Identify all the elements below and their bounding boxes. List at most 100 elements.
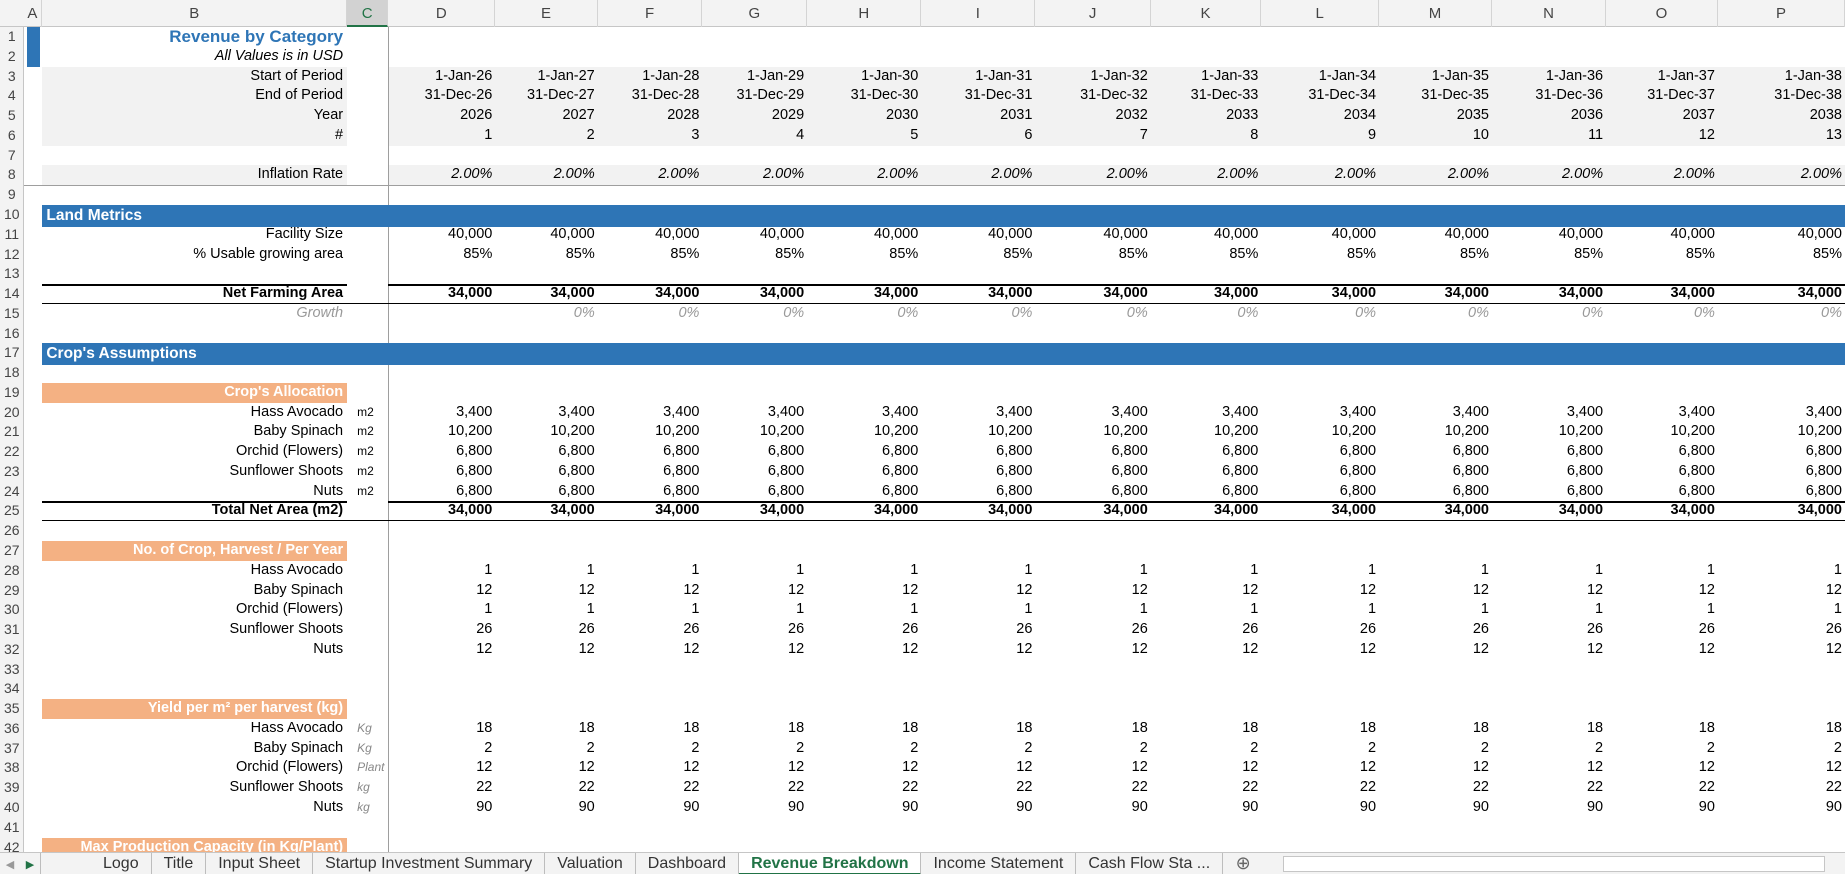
cell-value: 1	[1250, 601, 1259, 618]
cell-value: 12	[683, 581, 700, 598]
border-top	[42, 501, 348, 503]
unit: m2	[357, 424, 374, 439]
cell-value: 90	[1698, 799, 1715, 815]
cell-value: 1	[1250, 561, 1259, 578]
prev-arrow[interactable]: ◀	[5, 858, 15, 871]
cell-value: 6,800	[1805, 482, 1842, 499]
row-header: 4	[7, 87, 16, 104]
cell-value: 2.00%	[1562, 166, 1604, 183]
cell-value: 1-Jan-29	[746, 67, 805, 84]
cell-value: 3,400	[767, 403, 805, 420]
cell-value: 26	[1016, 621, 1033, 638]
cell-value: 1	[1833, 561, 1842, 578]
cell-value: 18	[1698, 719, 1715, 736]
cell-value: 1	[910, 561, 919, 578]
column-header: K	[1151, 0, 1262, 28]
cell-value: 6,800	[1678, 482, 1715, 499]
cell-value: 3,400	[456, 403, 493, 420]
cell-value: 40,000	[1444, 225, 1489, 242]
cell-value: 1	[1480, 601, 1489, 618]
cell-value: 90	[1825, 799, 1842, 815]
sheet-tab[interactable]: Input Sheet	[206, 853, 314, 874]
cell-value: 31-Dec-34	[1308, 87, 1377, 104]
worksheet: A B C D E F G H I J K L M N O P 1 2 3 4 5 6 7 8 9 10 11 12 13 14 15 16 1…	[0, 0, 1845, 852]
cell-value: 1	[691, 601, 700, 618]
cell-value: 90	[1472, 799, 1489, 815]
cell-value: 1	[1024, 561, 1033, 578]
sheet-tab[interactable]: Title	[152, 853, 207, 874]
row-header: 15	[3, 304, 20, 321]
row-header: 26	[3, 522, 20, 539]
row-label: Sunflower Shoots	[229, 462, 344, 479]
cell-value: 12	[1586, 640, 1604, 657]
cell-value: 2.00%	[1800, 166, 1842, 183]
sheet-tab[interactable]: Income Statement	[921, 853, 1077, 874]
cell-value: 1-Jan-32	[1090, 67, 1148, 84]
row-header: 10	[3, 205, 20, 222]
cell-value: 6,800	[1452, 482, 1489, 499]
cell-value: 34,000	[1214, 285, 1259, 302]
cell-value: 6,800	[663, 482, 700, 499]
cell-value: 0%	[1237, 304, 1259, 321]
cell-value: 31-Dec-35	[1421, 87, 1489, 104]
cell-value: 90	[1016, 799, 1033, 815]
cell-value: 2	[1024, 739, 1033, 756]
cell-value: 26	[1472, 621, 1489, 638]
row-header: 33	[3, 660, 20, 677]
cell-value: 1	[586, 601, 595, 618]
cell-value: 0%	[783, 304, 805, 321]
sheet-tab[interactable]: Startup Investment Summary	[313, 853, 546, 874]
row-label: Hass Avocado	[250, 719, 344, 736]
sheet-tab[interactable]: Logo	[91, 853, 152, 874]
cell-value: 40,000	[1103, 225, 1148, 242]
cell-value: 6,800	[1566, 443, 1604, 460]
cell-value: 12	[1825, 759, 1842, 776]
sheet-tab[interactable]: Valuation	[545, 853, 636, 874]
cell-value: 5	[910, 126, 919, 143]
cell-value: 12	[1359, 640, 1377, 657]
cell-value: 0%	[897, 304, 919, 321]
row-header: 37	[3, 739, 20, 756]
row-label: Total Net Area (m2)	[211, 502, 344, 519]
sheet-tab[interactable]: Cash Flow Sta ...	[1076, 853, 1224, 874]
horizontal-scrollbar[interactable]	[1283, 856, 1825, 872]
unit: m2	[357, 404, 374, 419]
sheet-tab[interactable]: Dashboard	[636, 853, 740, 874]
add-sheet-button[interactable]: ⊕	[1235, 853, 1251, 873]
cell-value: 26	[1586, 621, 1604, 638]
row-header: 17	[3, 344, 20, 361]
row-header: 7	[7, 146, 16, 163]
cell-value: 34,000	[1797, 285, 1842, 302]
cell-value: 12	[788, 640, 805, 657]
cell-value: 34,000	[873, 502, 919, 519]
cell-value: 1	[1139, 561, 1148, 578]
cell-value: 2030	[886, 107, 919, 124]
next-arrow[interactable]: ▶	[25, 858, 35, 871]
row-label: Baby Spinach	[253, 581, 344, 598]
cell-value: 12	[476, 640, 493, 657]
cell-value: 2.00%	[658, 166, 700, 183]
cell-value: 12	[476, 759, 493, 776]
band	[42, 165, 348, 186]
cell-value: 26	[1698, 621, 1715, 638]
unit: m2	[357, 463, 374, 478]
sheet-tab[interactable]: Revenue Breakdown	[739, 853, 922, 874]
cell-value: 12	[1359, 759, 1377, 776]
row-header: 42	[3, 838, 20, 852]
cell-value: 6,800	[456, 443, 493, 460]
cell-value: 34,000	[1331, 285, 1377, 302]
row-label: Nuts	[313, 799, 344, 815]
cell-value: 22	[1586, 779, 1604, 796]
cell-value: 12	[1698, 759, 1715, 776]
tab-nav[interactable]: ◀ ▶	[0, 853, 40, 874]
cell-value: 2	[796, 739, 805, 756]
row-header: 11	[4, 225, 20, 242]
cell-value: 10,200	[448, 423, 493, 440]
cell-value: 40,000	[550, 225, 595, 242]
cell-value: 2029	[771, 107, 805, 124]
cell-value: 3,400	[1222, 403, 1259, 420]
row-header: 21	[3, 423, 20, 440]
cell-value: 1	[1706, 601, 1715, 618]
cell-value: 6,800	[663, 462, 700, 479]
